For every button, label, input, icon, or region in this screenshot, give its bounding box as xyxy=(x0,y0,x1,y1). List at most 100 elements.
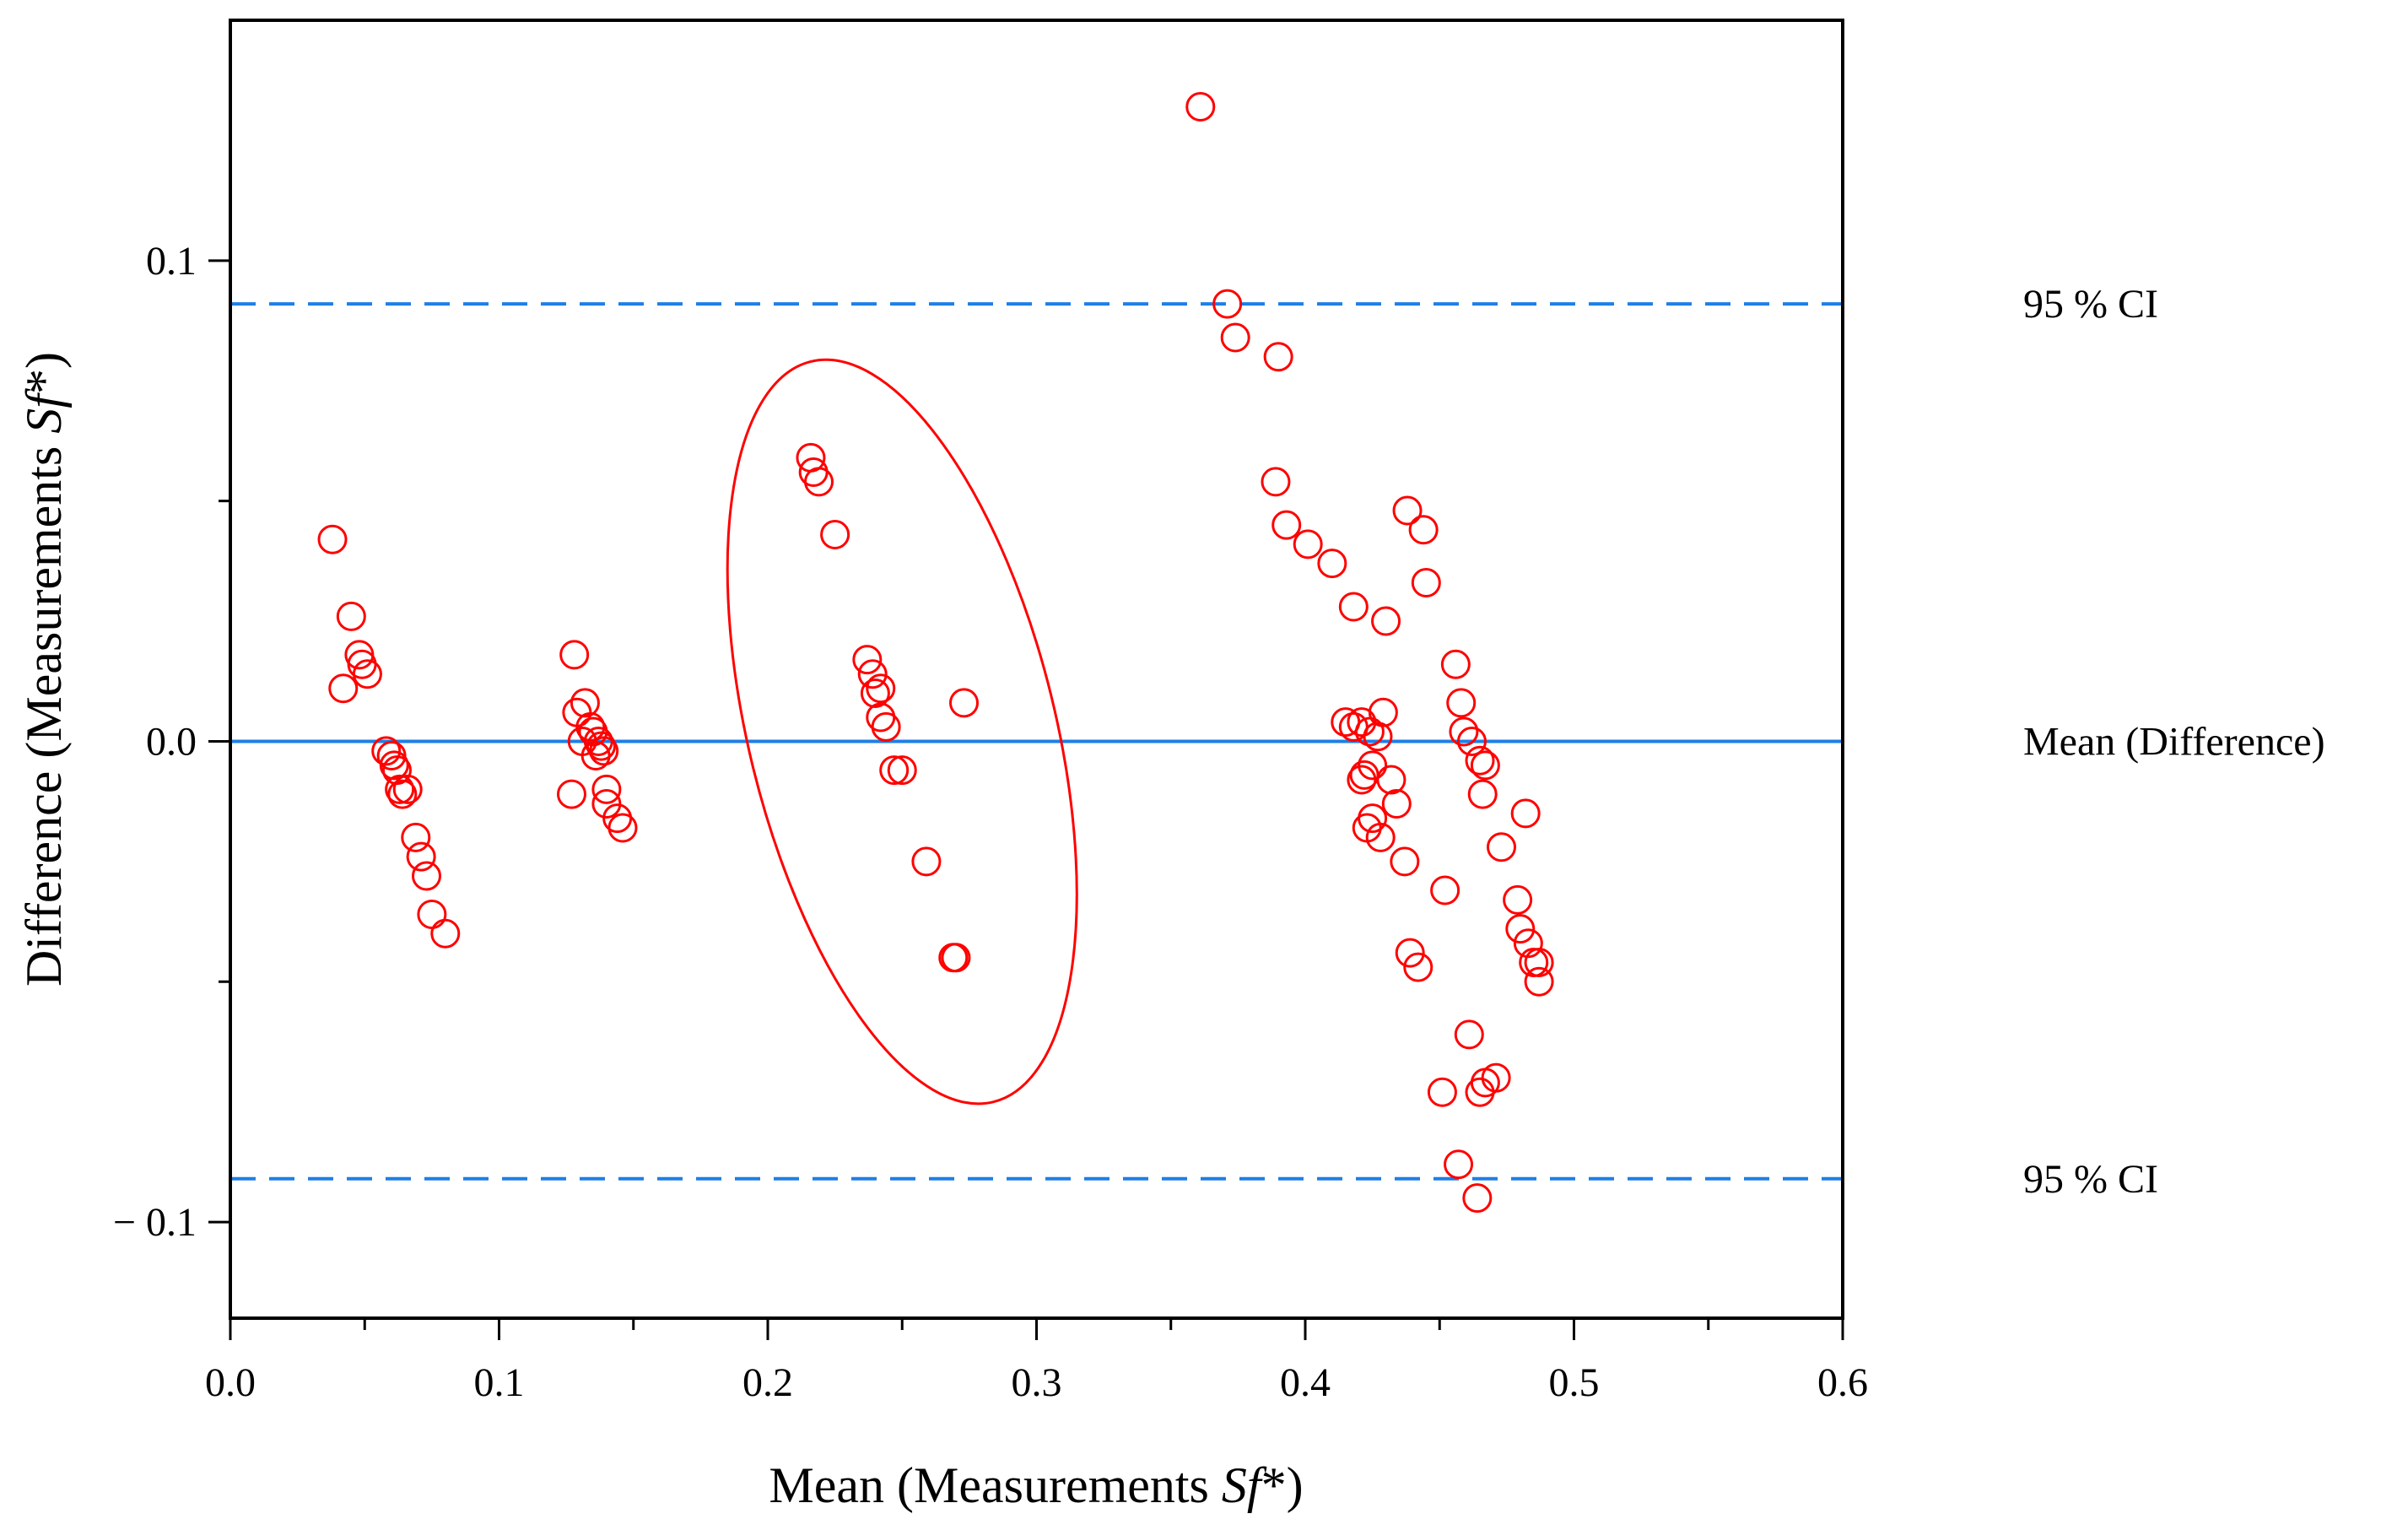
data-point xyxy=(392,774,423,804)
data-point xyxy=(804,467,834,497)
data-point xyxy=(871,711,901,742)
data-point xyxy=(430,918,461,949)
data-point xyxy=(1263,342,1293,372)
data-point xyxy=(328,673,359,704)
data-point xyxy=(580,741,611,771)
data-point xyxy=(1487,832,1517,862)
data-point xyxy=(1390,846,1420,877)
data-point xyxy=(1456,726,1487,756)
data-point xyxy=(1470,750,1500,781)
data-point xyxy=(347,649,377,679)
data-point xyxy=(406,841,436,872)
x-tick-label: 0.2 xyxy=(742,1360,793,1405)
data-point xyxy=(860,678,890,708)
data-point xyxy=(1465,1077,1495,1107)
data-point xyxy=(607,813,638,843)
data-point xyxy=(879,755,910,786)
data-point xyxy=(949,688,980,718)
data-point xyxy=(1368,697,1398,727)
data-point xyxy=(1430,875,1460,906)
x-tick-label: 0.3 xyxy=(1012,1360,1062,1405)
data-point xyxy=(1365,822,1396,852)
data-point xyxy=(1408,515,1439,545)
y-axis-title: Difference (Measurements Sf*) xyxy=(16,352,72,987)
data-point xyxy=(1261,467,1291,497)
data-point xyxy=(1317,549,1347,579)
data-point xyxy=(938,943,969,973)
data-point xyxy=(1449,716,1479,747)
x-axis-ticks: 0.0 0.1 0.2 0.3 0.4 0.5 0.6 xyxy=(205,1318,1868,1405)
data-point xyxy=(575,711,606,742)
data-point xyxy=(1411,567,1441,597)
data-point xyxy=(1513,928,1543,959)
y-tick-label: 0.0 xyxy=(146,719,197,764)
x-tick-label: 0.0 xyxy=(205,1360,256,1405)
data-point xyxy=(1212,289,1243,319)
data-point xyxy=(1392,495,1423,526)
data-point xyxy=(556,779,586,809)
lower-ci-label: 95 % CI xyxy=(2023,1157,2158,1202)
data-point xyxy=(1503,884,1533,915)
reference-line-labels: 95 % CI Mean (Difference) 95 % CI xyxy=(2023,282,2325,1202)
data-point xyxy=(385,774,415,804)
data-point xyxy=(1381,788,1412,819)
data-point xyxy=(887,755,917,786)
data-point xyxy=(820,520,850,550)
data-point xyxy=(1185,92,1216,122)
data-point xyxy=(412,861,442,891)
data-point xyxy=(371,736,402,766)
x-tick-label: 0.6 xyxy=(1817,1360,1868,1405)
x-tick-label: 0.1 xyxy=(474,1360,525,1405)
x-axis-title: Mean (Measurements Sf*) xyxy=(769,1457,1303,1513)
data-point xyxy=(1524,966,1554,997)
data-point xyxy=(1524,947,1554,977)
plot-frame xyxy=(229,19,1844,1320)
y-tick-label: 0.1 xyxy=(146,239,197,284)
data-point xyxy=(1510,798,1541,829)
data-point xyxy=(376,741,407,771)
data-point xyxy=(1465,745,1495,776)
data-point xyxy=(379,750,409,781)
data-point xyxy=(387,779,418,809)
mean-difference-label: Mean (Difference) xyxy=(2023,719,2325,764)
upper-ci-label: 95 % CI xyxy=(2023,282,2158,327)
data-point xyxy=(911,846,942,877)
data-point xyxy=(1444,1149,1474,1180)
data-point xyxy=(1271,510,1302,540)
data-point xyxy=(1403,952,1433,982)
data-point xyxy=(570,688,600,718)
data-point xyxy=(852,645,883,675)
data-point xyxy=(591,774,622,804)
data-point xyxy=(1395,938,1425,968)
x-tick-label: 0.5 xyxy=(1549,1360,1600,1405)
annotations xyxy=(726,358,1078,1106)
data-point xyxy=(1427,1077,1457,1107)
x-tick-label: 0.4 xyxy=(1280,1360,1331,1405)
data-point xyxy=(1467,779,1498,809)
data-point xyxy=(1358,803,1388,834)
data-point xyxy=(1505,914,1536,944)
data-point xyxy=(1376,765,1406,795)
data-point xyxy=(866,702,896,733)
axes xyxy=(229,19,1844,1320)
data-point xyxy=(1358,750,1388,781)
data-point xyxy=(1371,606,1401,636)
data-point xyxy=(1363,722,1393,752)
data-point xyxy=(317,524,348,554)
data-point xyxy=(1220,322,1250,353)
data-point xyxy=(1519,947,1549,977)
data-point xyxy=(866,673,896,704)
data-point xyxy=(559,640,590,670)
data-point xyxy=(1462,1183,1493,1214)
data-point xyxy=(381,755,412,786)
data-point xyxy=(336,601,366,631)
y-axis-ticks: − 0.1 0.0 0.1 xyxy=(113,239,230,1245)
data-point xyxy=(352,659,382,689)
data-point xyxy=(589,736,619,766)
data-point xyxy=(1446,688,1477,718)
data-point xyxy=(1454,1019,1484,1050)
cluster-ellipse xyxy=(726,358,1078,1106)
data-point xyxy=(417,900,447,930)
reference-lines xyxy=(230,302,1843,1181)
